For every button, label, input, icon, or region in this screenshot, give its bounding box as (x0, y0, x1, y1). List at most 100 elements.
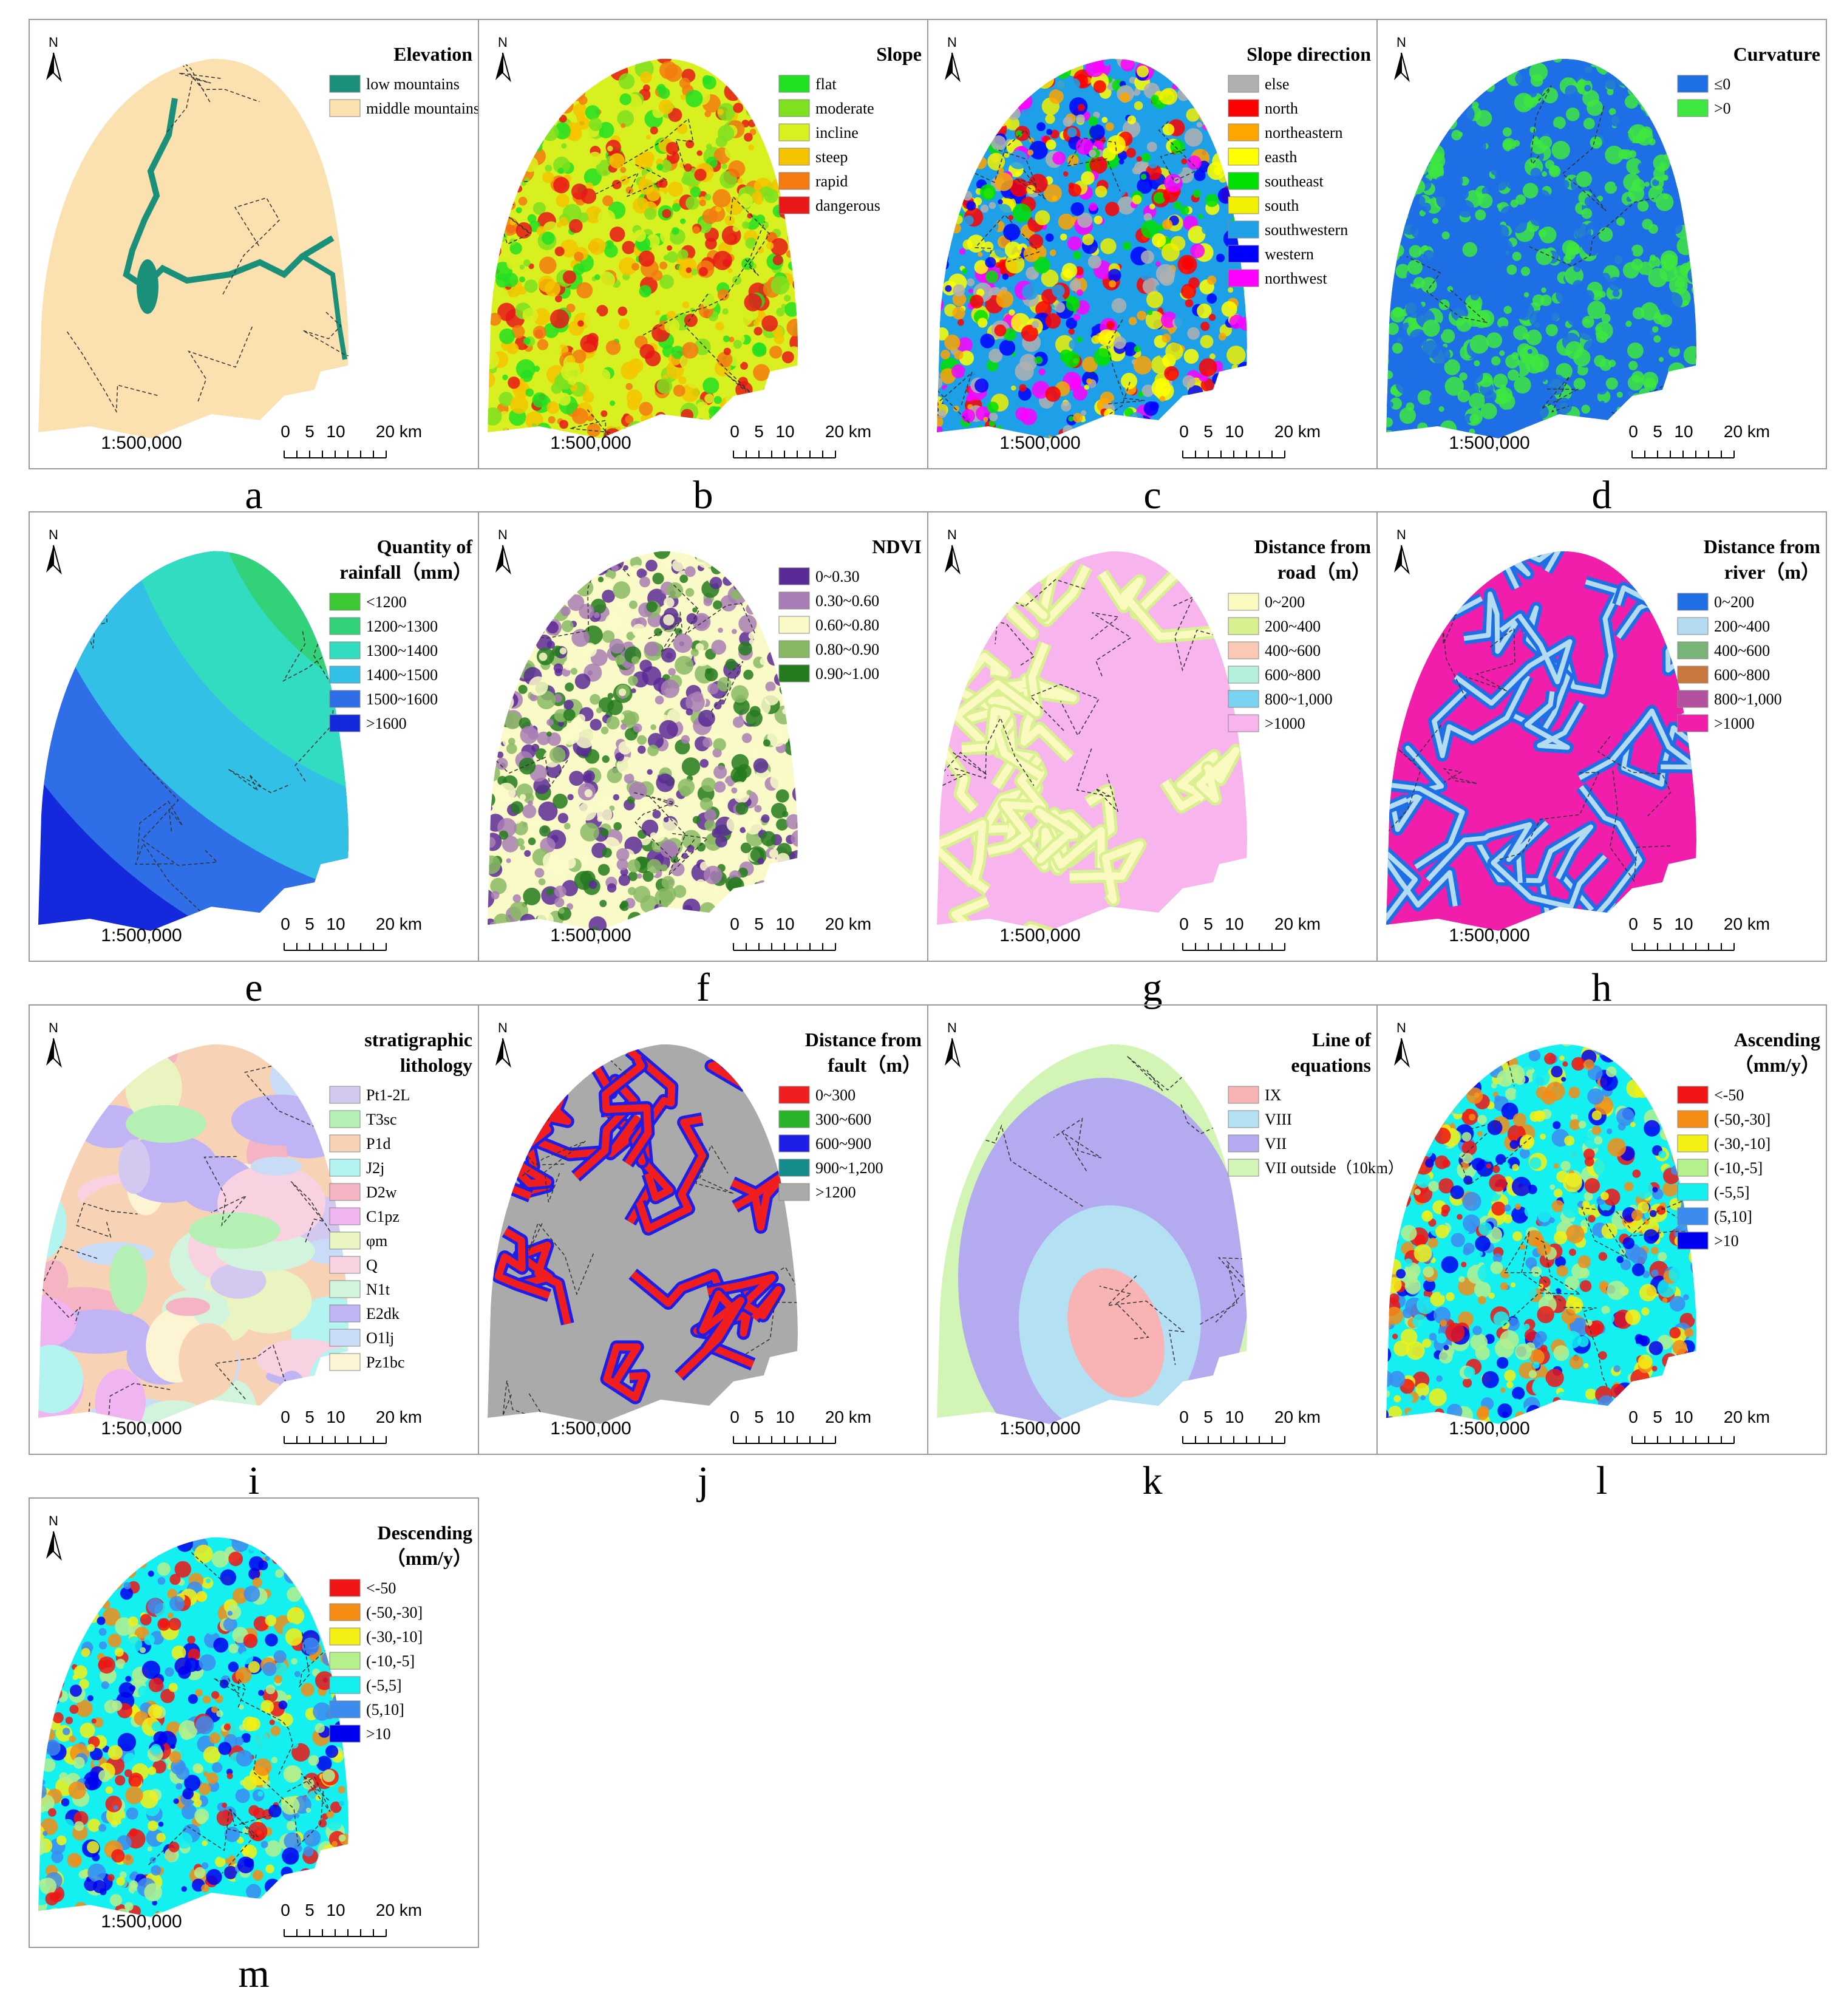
admin-boundary (642, 221, 766, 336)
raster-cell (1449, 254, 1455, 260)
raster-cell (1386, 1230, 1398, 1250)
raster-cell (619, 93, 631, 106)
raster-cell (1215, 58, 1232, 75)
raster-cell (669, 551, 678, 552)
raster-cell (998, 199, 1003, 205)
river (1566, 785, 1642, 931)
raster-cell (1670, 1392, 1678, 1400)
raster-cell (937, 366, 940, 384)
raster-cell (1523, 333, 1530, 340)
raster-cell (1386, 1259, 1393, 1273)
raster-cell (967, 392, 975, 401)
raster-cell (588, 238, 606, 255)
legend-label: T3sc (366, 1111, 397, 1128)
raster-cell (1577, 58, 1594, 68)
raster-cell (1662, 1181, 1678, 1197)
raster-cell (1681, 1066, 1696, 1083)
raster-cell (1020, 408, 1038, 425)
raster-cell (534, 591, 551, 607)
scale-bar-label: 0 (281, 1408, 290, 1426)
raster-cell (495, 273, 510, 288)
raster-cell (591, 598, 607, 615)
raster-cell (507, 133, 514, 140)
raster-cell (1082, 356, 1098, 373)
raster-cell (1554, 413, 1571, 431)
raster-cell (1573, 152, 1580, 160)
raster-cell (1551, 140, 1570, 160)
raster-cell (1454, 58, 1473, 73)
raster-cell (664, 233, 671, 240)
raster-cell (662, 209, 672, 219)
raster-cell (524, 138, 539, 152)
raster-cell (520, 913, 536, 930)
raster-cell (1611, 219, 1617, 225)
raster-cell (1070, 202, 1084, 216)
raster-cell (692, 226, 700, 234)
legend-label: N1t (366, 1281, 390, 1298)
raster-cell (1120, 92, 1131, 103)
admin-boundary (673, 584, 755, 635)
raster-cell (556, 222, 563, 228)
raster-cell (1081, 326, 1092, 338)
raster-cell (1405, 300, 1424, 318)
raster-cell (731, 787, 738, 794)
raster-cell (989, 69, 1005, 86)
raster-cell (800, 264, 804, 269)
raster-cell (1202, 123, 1209, 131)
raster-cell (1095, 185, 1107, 198)
raster-cell (1073, 404, 1083, 414)
raster-cell (694, 168, 707, 182)
raster-cell (554, 59, 564, 70)
raster-cell (1506, 264, 1517, 275)
raster-cell (631, 688, 636, 693)
raster-cell (1517, 1044, 1536, 1049)
legend-label: north (1265, 100, 1298, 117)
raster-cell (696, 418, 706, 428)
raster-cell (728, 403, 740, 415)
river (1386, 570, 1459, 622)
raster-cell (978, 251, 983, 257)
legend-label: 0~0.30 (815, 568, 860, 585)
raster-cell (1541, 287, 1546, 293)
raster-cell (1488, 1292, 1495, 1299)
raster-cell (506, 858, 511, 863)
raster-cell (787, 229, 798, 246)
legend-swatch (1677, 593, 1709, 611)
raster-cell (1065, 61, 1075, 70)
lithology-unit (179, 1323, 238, 1399)
raster-cell (713, 738, 726, 751)
admin-boundary (974, 214, 1040, 262)
raster-cell (585, 105, 600, 120)
raster-cell (1430, 1087, 1442, 1099)
raster-cell (1451, 258, 1468, 275)
raster-cell (1622, 72, 1641, 90)
raster-cell (1088, 116, 1098, 126)
raster-cell (656, 180, 663, 188)
map-panel: NAscending（mm/y）<-50(-50,-30](-30,-10](-… (1376, 1004, 1827, 1455)
intensity-zone (1067, 1268, 1165, 1398)
raster-cell (1223, 398, 1232, 408)
raster-cell (1433, 1044, 1446, 1052)
raster-cell (1076, 114, 1085, 124)
raster-cell (1188, 277, 1200, 288)
raster-cell (546, 888, 554, 896)
raster-cell (1638, 360, 1650, 373)
raster-cell (1512, 1112, 1526, 1127)
raster-cell (1564, 1276, 1579, 1291)
raster-cell (1386, 1245, 1394, 1259)
raster-cell (1111, 298, 1127, 313)
raster-cell (1392, 1333, 1398, 1340)
raster-cell (1553, 116, 1566, 129)
raster-cell (723, 347, 731, 355)
raster-cell (1136, 48, 1145, 56)
raster-cell (1474, 1281, 1491, 1298)
raster-cell (582, 642, 597, 658)
raster-cell (1194, 81, 1204, 92)
raster-cell (1691, 374, 1696, 393)
raster-cell (1633, 231, 1643, 240)
raster-cell (982, 63, 1001, 82)
raster-cell (1409, 115, 1415, 120)
raster-cell (549, 72, 554, 78)
legend-label: 800~1,000 (1265, 690, 1333, 708)
raster-cell (1048, 58, 1066, 62)
